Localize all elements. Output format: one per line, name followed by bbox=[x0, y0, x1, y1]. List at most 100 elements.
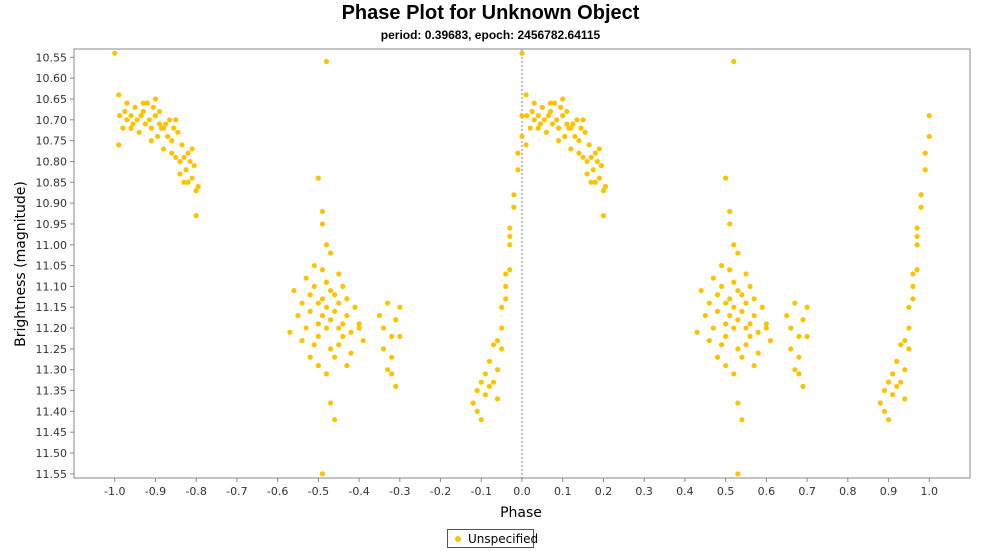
data-point bbox=[315, 300, 321, 306]
data-point bbox=[881, 408, 888, 414]
data-point bbox=[784, 312, 790, 319]
data-point bbox=[739, 354, 745, 360]
data-point bbox=[332, 308, 338, 314]
data-point bbox=[144, 100, 150, 106]
data-point bbox=[490, 379, 497, 385]
data-point bbox=[470, 400, 476, 406]
data-point bbox=[340, 283, 346, 290]
data-point bbox=[177, 158, 183, 165]
data-point bbox=[560, 96, 566, 102]
data-point bbox=[590, 167, 596, 173]
data-point bbox=[140, 108, 146, 115]
data-point bbox=[327, 317, 334, 323]
data-point bbox=[519, 113, 525, 119]
data-point bbox=[189, 175, 195, 181]
data-point bbox=[356, 325, 362, 331]
data-point bbox=[169, 150, 175, 156]
data-point bbox=[303, 325, 309, 331]
data-point bbox=[503, 296, 509, 302]
data-point bbox=[727, 221, 733, 227]
data-point bbox=[572, 133, 578, 140]
data-point bbox=[138, 113, 144, 119]
data-point bbox=[376, 312, 383, 319]
data-point bbox=[385, 300, 391, 306]
data-point bbox=[539, 104, 545, 110]
x-tick-label: 0.3 bbox=[635, 485, 653, 498]
data-point bbox=[788, 346, 794, 352]
data-point bbox=[499, 346, 505, 352]
data-point bbox=[519, 133, 525, 140]
data-point bbox=[800, 383, 806, 389]
data-point bbox=[327, 250, 334, 256]
data-point bbox=[706, 300, 712, 306]
chart-subtitle: period: 0.39683, epoch: 2456782.64115 bbox=[380, 28, 601, 42]
x-axis: -1.0 -0.9 -0.8 -0.7 -0.6 -0.5 -0.4 -0.3 -0.2 -0.1… bbox=[104, 478, 938, 498]
data-point bbox=[142, 121, 148, 127]
data-point bbox=[179, 142, 185, 148]
data-point bbox=[718, 262, 725, 269]
data-point bbox=[140, 100, 146, 106]
data-point bbox=[598, 163, 605, 169]
data-point bbox=[120, 125, 126, 131]
data-point bbox=[890, 392, 896, 398]
data-point bbox=[541, 117, 548, 123]
data-point bbox=[894, 358, 900, 364]
data-point bbox=[731, 58, 737, 65]
data-point bbox=[596, 175, 602, 181]
data-point bbox=[902, 337, 908, 344]
data-point bbox=[303, 275, 309, 281]
x-tick-label: -0.7 bbox=[226, 485, 247, 498]
data-point bbox=[545, 113, 552, 119]
data-point bbox=[344, 312, 350, 319]
data-point bbox=[731, 371, 737, 377]
y-tick-label: 10.95 bbox=[36, 218, 68, 231]
data-point bbox=[146, 117, 152, 123]
data-point bbox=[910, 271, 916, 277]
data-point bbox=[735, 400, 741, 406]
data-point bbox=[319, 221, 326, 227]
data-point bbox=[327, 287, 334, 294]
data-point bbox=[796, 371, 802, 377]
data-point bbox=[336, 271, 342, 277]
data-point bbox=[195, 183, 201, 190]
data-point bbox=[523, 92, 529, 98]
x-tick-label: 0.4 bbox=[676, 485, 694, 498]
data-point bbox=[739, 292, 745, 298]
data-point bbox=[173, 154, 179, 160]
y-tick-label: 11.05 bbox=[36, 260, 68, 273]
data-point bbox=[389, 371, 395, 377]
data-point bbox=[706, 337, 712, 344]
data-point bbox=[731, 304, 737, 310]
y-tick-label: 11.45 bbox=[36, 426, 68, 439]
data-point bbox=[584, 171, 590, 177]
data-point bbox=[507, 225, 513, 231]
data-point bbox=[600, 188, 607, 194]
data-point bbox=[311, 342, 317, 348]
data-point bbox=[128, 113, 134, 119]
data-point bbox=[515, 167, 521, 173]
data-point bbox=[150, 104, 157, 110]
data-point bbox=[181, 179, 187, 185]
data-point bbox=[547, 108, 554, 115]
data-point bbox=[132, 104, 138, 110]
data-point bbox=[344, 362, 350, 369]
data-point bbox=[165, 133, 171, 140]
data-point bbox=[130, 121, 136, 127]
data-point bbox=[576, 138, 582, 144]
data-point bbox=[735, 317, 741, 323]
data-point bbox=[515, 150, 521, 156]
data-point bbox=[568, 146, 574, 152]
data-point bbox=[718, 342, 725, 348]
data-point bbox=[564, 108, 570, 115]
data-point bbox=[759, 304, 765, 310]
data-point bbox=[323, 279, 330, 285]
x-tick-label: -0.2 bbox=[430, 485, 451, 498]
data-point bbox=[319, 296, 326, 302]
data-point bbox=[134, 117, 140, 123]
data-point bbox=[576, 150, 582, 156]
x-tick-label: 0.6 bbox=[758, 485, 776, 498]
data-point bbox=[181, 154, 187, 160]
data-point bbox=[914, 267, 920, 273]
data-point bbox=[116, 92, 122, 98]
data-point bbox=[594, 158, 600, 165]
